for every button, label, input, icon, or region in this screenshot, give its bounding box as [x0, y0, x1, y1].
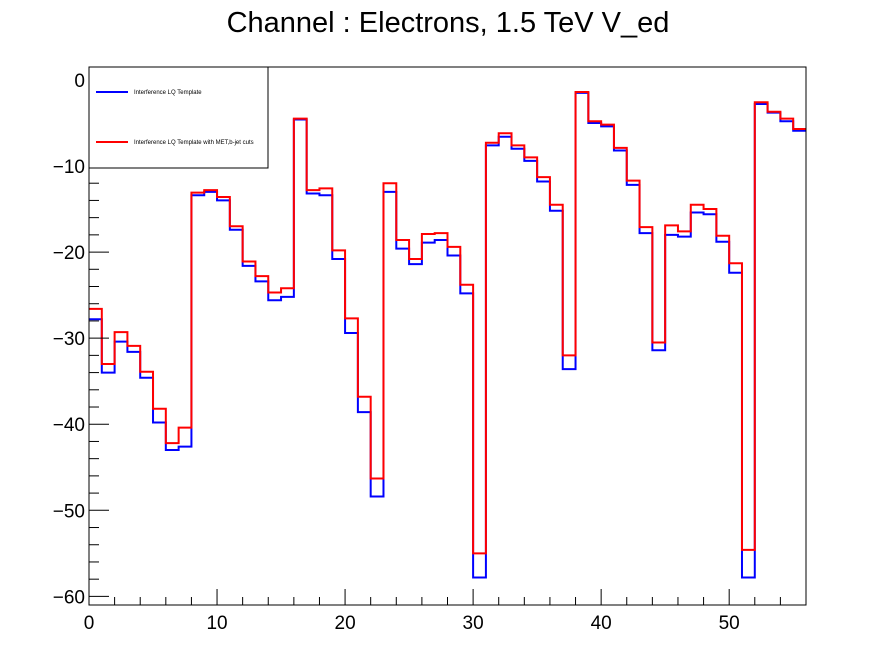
y-tick-label: −50: [53, 501, 85, 522]
y-tick-label: 0: [74, 71, 85, 92]
x-tick-label: 40: [591, 613, 612, 634]
x-tick-label: 10: [206, 613, 227, 634]
legend: Interference LQ Template Interference LQ…: [88, 66, 269, 169]
y-tick-label: −40: [53, 415, 85, 436]
axes-layer: 0 10 20 30 40 50 0 −10 −20 −30 −40 −50 −60: [53, 66, 807, 634]
y-tick-label: −20: [53, 243, 85, 264]
y-tick-label: −30: [53, 329, 85, 350]
y-tick-label: −10: [53, 157, 85, 178]
y-tick-label: −60: [53, 587, 85, 608]
x-tick-label: 0: [84, 613, 95, 634]
x-tick-label: 50: [719, 613, 740, 634]
legend-box: [88, 66, 269, 169]
chart-title: Channel : Electrons, 1.5 TeV V_ed: [227, 7, 670, 39]
legend-label-0: Interference LQ Template: [134, 90, 202, 96]
series-layer: [89, 90, 806, 579]
legend-label-1: Interference LQ Template with MET,b-jet …: [134, 140, 254, 146]
x-tick-label: 20: [335, 613, 356, 634]
x-tick-label: 30: [463, 613, 484, 634]
series-line-1: [89, 90, 806, 555]
